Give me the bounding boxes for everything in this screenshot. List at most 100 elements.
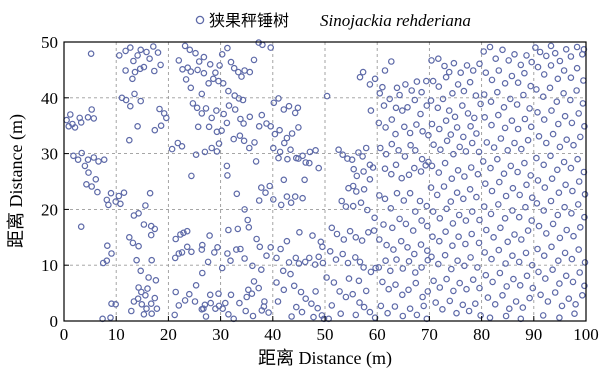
data-point	[156, 105, 163, 113]
data-point	[90, 154, 98, 161]
data-point	[463, 285, 470, 293]
data-point	[117, 200, 124, 208]
data-point	[67, 111, 74, 118]
data-point	[291, 109, 299, 117]
data-point	[233, 246, 240, 253]
data-point	[393, 84, 401, 92]
data-point	[508, 117, 516, 125]
data-point	[542, 52, 550, 60]
data-point	[555, 189, 563, 197]
data-point	[222, 299, 229, 307]
data-point	[512, 298, 520, 305]
data-point	[195, 58, 203, 65]
data-point	[497, 135, 505, 142]
data-point	[387, 170, 395, 178]
data-point	[236, 299, 243, 307]
data-point	[250, 56, 258, 64]
data-point	[262, 189, 269, 197]
data-point	[435, 125, 443, 133]
data-point	[499, 291, 506, 299]
data-point	[275, 95, 282, 102]
data-point	[487, 98, 495, 106]
data-point	[528, 217, 536, 224]
data-point	[348, 156, 356, 164]
data-point	[335, 146, 342, 154]
data-point	[330, 279, 338, 286]
data-point	[292, 154, 300, 162]
data-point	[505, 305, 513, 313]
data-point	[245, 224, 253, 231]
data-point	[408, 87, 416, 94]
data-point	[380, 221, 387, 228]
data-point	[453, 124, 461, 131]
data-point	[567, 53, 575, 60]
data-point	[551, 49, 559, 57]
data-point	[393, 256, 400, 263]
data-point	[366, 176, 374, 183]
data-point	[312, 288, 319, 295]
data-point	[276, 126, 283, 134]
data-point	[441, 251, 449, 259]
data-point	[352, 234, 360, 241]
data-point	[580, 45, 588, 53]
data-point	[186, 46, 194, 54]
data-point	[424, 288, 432, 295]
data-point	[215, 290, 222, 298]
data-point	[499, 46, 506, 54]
data-point	[393, 189, 401, 197]
data-point	[92, 176, 100, 183]
data-point	[294, 104, 302, 112]
data-point	[145, 274, 152, 281]
data-point	[283, 134, 291, 142]
data-point	[201, 301, 209, 309]
data-point	[539, 312, 547, 319]
data-point	[529, 284, 537, 292]
data-point	[517, 61, 525, 69]
data-point	[569, 187, 576, 195]
data-point	[509, 207, 516, 214]
data-point	[490, 234, 497, 241]
data-point	[148, 256, 156, 264]
data-point	[581, 282, 588, 290]
data-point	[451, 113, 459, 121]
data-point	[540, 71, 548, 78]
data-point	[284, 155, 291, 163]
data-point	[551, 289, 559, 296]
data-point	[581, 213, 588, 221]
data-point	[342, 203, 350, 210]
data-point	[488, 76, 496, 84]
data-point	[312, 147, 319, 154]
data-point	[370, 227, 378, 234]
data-point	[514, 168, 521, 176]
data-point	[135, 242, 142, 250]
data-point	[418, 264, 425, 271]
data-point	[381, 195, 389, 203]
data-point	[554, 120, 562, 128]
data-point	[128, 307, 135, 315]
data-point	[500, 170, 508, 178]
data-point	[175, 250, 183, 257]
data-point	[446, 297, 454, 305]
data-point	[540, 252, 548, 260]
data-point	[100, 156, 108, 164]
data-point	[553, 98, 561, 106]
data-point	[198, 110, 206, 117]
data-point	[436, 215, 444, 222]
data-point	[519, 304, 527, 311]
data-point	[488, 121, 495, 129]
data-point	[319, 243, 326, 251]
data-point	[362, 287, 370, 295]
data-point	[413, 121, 420, 128]
x-axis-ticks: 0 10 20 30 40 50 60 70 80 90 100	[60, 316, 599, 344]
legend-marker-icon	[195, 15, 205, 25]
data-point	[404, 104, 411, 111]
data-point	[581, 191, 589, 198]
data-point	[337, 310, 345, 318]
data-point	[360, 303, 368, 311]
data-point	[465, 307, 473, 315]
data-point	[535, 222, 543, 230]
data-point	[396, 91, 403, 99]
data-point	[202, 313, 210, 320]
data-point	[315, 253, 323, 261]
data-point	[381, 67, 389, 74]
